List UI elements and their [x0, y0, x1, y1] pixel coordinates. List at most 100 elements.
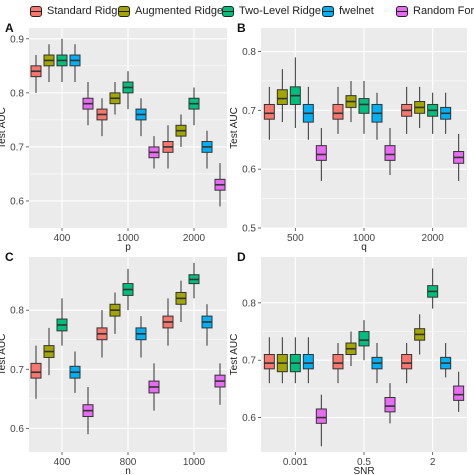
- x-tick-label: 2: [430, 457, 436, 468]
- box: [371, 343, 383, 384]
- legend-item: Random Forest: [396, 3, 474, 19]
- box: [43, 327, 55, 376]
- box: [122, 268, 134, 311]
- box: [289, 337, 301, 384]
- box-body: [401, 354, 413, 370]
- box: [414, 86, 426, 128]
- box: [56, 298, 68, 346]
- box: [440, 343, 452, 378]
- y-axis-label: Test AUC: [229, 334, 240, 376]
- legend-key: [222, 5, 234, 17]
- box-body: [358, 331, 370, 347]
- box: [82, 82, 94, 126]
- box-body: [453, 385, 465, 401]
- box: [358, 320, 370, 361]
- box-body: [263, 103, 275, 120]
- legend-label: Standard Ridge: [47, 5, 124, 17]
- box: [201, 304, 213, 346]
- x-axis-label: SNR: [353, 466, 374, 475]
- box: [384, 128, 396, 176]
- box: [276, 337, 288, 384]
- box: [56, 38, 68, 83]
- box-body: [332, 103, 344, 120]
- box: [30, 345, 42, 399]
- box: [453, 133, 465, 181]
- x-tick-label: 400: [54, 233, 71, 244]
- box: [162, 125, 174, 169]
- y-tick-label: 0.7: [242, 106, 256, 117]
- box: [263, 337, 275, 384]
- y-tick-label: 0.6: [10, 196, 24, 207]
- box: [401, 343, 413, 384]
- box: [109, 292, 121, 334]
- box: [453, 371, 465, 412]
- box: [69, 44, 81, 83]
- box: [214, 163, 226, 207]
- box-body: [332, 354, 344, 370]
- y-tick-label: 0.6: [242, 413, 256, 424]
- box: [175, 114, 187, 147]
- box: [276, 69, 288, 123]
- box: [302, 337, 314, 384]
- box: [82, 387, 94, 435]
- box: [122, 71, 134, 110]
- x-tick-label: 2000: [422, 233, 445, 244]
- box: [30, 55, 42, 93]
- box-body: [358, 98, 370, 114]
- box: [96, 310, 108, 358]
- box: [175, 280, 187, 322]
- panel-c: 0.6 0.7 0.8 400 800 1000 Cn Test AUC: [0, 250, 227, 475]
- y-tick-label: 0.7: [10, 142, 24, 153]
- box: [315, 394, 327, 447]
- box: [135, 98, 147, 137]
- legend-item: Augmented Ridge: [118, 3, 223, 19]
- legend-label: Random Forest: [413, 5, 474, 17]
- legend-item: fwelnet: [322, 3, 374, 19]
- box: [69, 351, 81, 393]
- box-body: [315, 145, 327, 161]
- box: [345, 80, 357, 123]
- box: [148, 363, 160, 411]
- box: [345, 331, 357, 366]
- box: [43, 44, 55, 83]
- x-tick-label: 800: [120, 457, 137, 468]
- x-tick-label: 400: [54, 457, 71, 468]
- y-tick-label: 0.8: [242, 47, 256, 58]
- y-tick-label: 0.6: [10, 424, 24, 435]
- legend-label: fwelnet: [339, 5, 374, 17]
- panel-letter: B: [237, 21, 246, 35]
- legend-label: Two-Level Ridge: [239, 5, 321, 17]
- y-axis-label: Test AUC: [229, 107, 240, 149]
- box: [440, 92, 452, 134]
- box: [427, 92, 439, 134]
- box: [162, 298, 174, 346]
- x-tick-label: 1000: [183, 457, 206, 468]
- box: [332, 343, 344, 384]
- panel-letter: C: [5, 250, 14, 264]
- box-body: [302, 354, 314, 370]
- box: [332, 86, 344, 134]
- x-tick-label: 2000: [183, 233, 206, 244]
- y-tick-label: 0.8: [10, 88, 24, 99]
- legend-label: Augmented Ridge: [135, 5, 224, 17]
- box-body: [276, 89, 288, 105]
- panel-b: 0.5 0.6 0.7 0.8 500 1000 2000 Bq Test AUC: [229, 21, 467, 253]
- y-axis-label: Test AUC: [0, 334, 8, 376]
- x-tick-label: 1000: [353, 233, 376, 244]
- y-tick-label: 0.8: [242, 298, 256, 309]
- box: [201, 130, 213, 169]
- panel-letter: D: [237, 250, 246, 264]
- y-tick-label: 0.7: [10, 365, 24, 376]
- y-tick-label: 0.8: [10, 306, 24, 317]
- legend-item: Two-Level Ridge: [222, 3, 321, 19]
- panel-d: 0.6 0.7 0.8 0.001 0.5 2 D SNR Test AUC: [229, 250, 467, 475]
- panel-a: 0.6 0.7 0.8 0.9 400 1000 2000 Ap Test AUC: [0, 21, 227, 253]
- x-tick-label: 0.001: [283, 457, 308, 468]
- box: [148, 136, 160, 169]
- box: [263, 86, 275, 140]
- legend-item: Standard Ridge: [30, 3, 123, 19]
- y-tick-label: 0.9: [10, 34, 24, 45]
- box: [371, 92, 383, 140]
- x-tick-label: 0.5: [357, 457, 371, 468]
